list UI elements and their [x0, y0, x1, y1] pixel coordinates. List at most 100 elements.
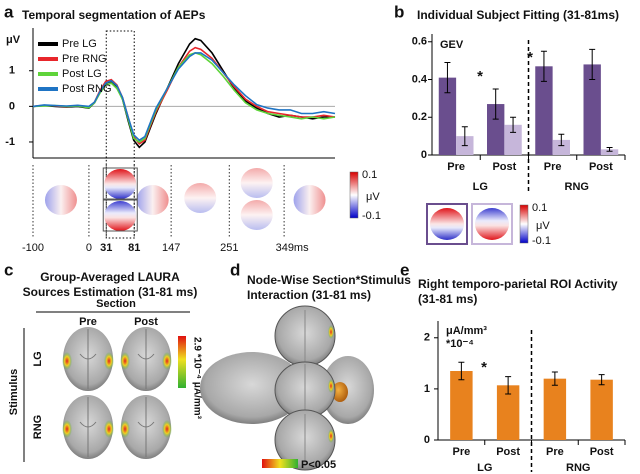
panel-title: Right temporo-parietal ROI Activity [418, 277, 618, 291]
panel-title: Individual Subject Fitting (31-81ms) [417, 8, 619, 22]
x-tick-label: 0 [86, 242, 92, 254]
colorbar-unit: μV [366, 191, 380, 203]
colorbar-label: 2.9 *10⁻⁴ μA/mm³ [191, 337, 202, 420]
legend-label: Post RNG [62, 83, 112, 95]
x-tick-label: Pre [447, 161, 465, 173]
error-bar [505, 376, 512, 395]
panel-letter: b [394, 2, 404, 21]
bar [504, 124, 522, 155]
y-tick-label: -1 [5, 136, 15, 148]
x-tick-label: -100 [22, 242, 44, 254]
column-label: Pre [79, 316, 97, 328]
topography-map [475, 208, 509, 240]
series-line [32, 52, 336, 143]
topography-map [104, 201, 137, 231]
series-line [32, 52, 336, 142]
error-bar [444, 62, 451, 94]
activation [62, 420, 72, 438]
topography-map [240, 200, 273, 230]
y-tick-label: 0 [9, 100, 15, 112]
bar [535, 66, 553, 155]
significance-mark: * [481, 359, 487, 376]
brain-lateral [200, 352, 304, 424]
y-axis-label: μV [6, 34, 21, 46]
y-tick-label: 0.4 [412, 73, 428, 85]
group-label: LG [477, 462, 492, 474]
bar [583, 64, 601, 155]
topography-map [44, 185, 77, 215]
x-tick-label: 251 [220, 242, 238, 254]
highlight-window [105, 30, 135, 239]
panel-letter: d [230, 260, 240, 279]
colorbar [178, 336, 186, 388]
error-bar [458, 361, 465, 381]
panel-letter: c [4, 260, 13, 279]
y-tick-label: 2 [424, 332, 430, 344]
activation [104, 352, 114, 370]
brain-detail [79, 329, 97, 389]
colorbar-unit: μV [536, 220, 550, 232]
panel-title: Temporal segmentation of AEPs [22, 8, 206, 22]
row-label: RNG [32, 415, 44, 439]
bar [552, 139, 570, 155]
rows-label: Stimulus [8, 369, 20, 415]
bar [487, 104, 505, 155]
colorbar [519, 204, 529, 244]
panel-title: Sources Estimation (31-81 ms) [23, 285, 198, 299]
error-bar [589, 48, 596, 81]
colorbar-max: 0.1 [532, 202, 547, 214]
x-tick-label: 147 [162, 242, 180, 254]
y-tick-label: 0 [421, 149, 427, 161]
bar [600, 149, 619, 155]
error-bar [540, 50, 547, 82]
colorbar-min: -0.1 [362, 210, 381, 222]
x-tick-label: Pre [453, 446, 471, 458]
brain-detail [79, 397, 97, 457]
topography-map [293, 185, 326, 215]
group-label: LG [473, 181, 488, 193]
activation [120, 352, 130, 370]
group-label: RNG [566, 462, 590, 474]
y-axis-label: GEV [440, 39, 464, 51]
panel-title: Group-Averaged LAURA [40, 270, 180, 284]
x-tick-label: 349ms [276, 242, 310, 254]
row-label: LG [32, 351, 44, 366]
x-tick-label: 31 [100, 242, 112, 254]
topography-map [184, 183, 217, 213]
error-bar [606, 146, 613, 152]
y-tick-label: 0.2 [412, 111, 427, 123]
activation [120, 420, 130, 438]
brain-detail [137, 329, 155, 389]
y-axis-label: *10⁻⁴ [446, 338, 474, 350]
activation [162, 352, 172, 370]
activation [332, 382, 348, 402]
x-tick-label: Post [590, 446, 614, 458]
error-bar [510, 116, 517, 133]
panel-title: (31-81 ms) [418, 292, 477, 306]
x-tick-label: Pre [544, 161, 562, 173]
columns-label: Section [96, 298, 136, 310]
y-tick-label: 1 [9, 65, 15, 77]
colorbar-min: -0.1 [532, 235, 551, 247]
colorbar [262, 459, 298, 468]
topography-map [104, 169, 137, 199]
error-bar [558, 133, 565, 147]
group-label: RNG [565, 181, 589, 193]
brain-lateral [322, 356, 374, 424]
error-bar [492, 88, 499, 120]
topography-map [240, 168, 273, 198]
legend-label: Pre RNG [62, 53, 107, 65]
bar [590, 379, 613, 440]
bar [438, 77, 457, 155]
x-tick-label: Post [589, 161, 613, 173]
x-tick-label: 81 [128, 242, 140, 254]
error-bar [461, 126, 468, 147]
activation [62, 352, 72, 370]
error-bar [598, 374, 605, 386]
colorbar-max: 0.1 [362, 169, 377, 181]
y-tick-label: 0 [424, 434, 430, 446]
panel-title: Node-Wise Section*Stimulus [247, 273, 411, 287]
x-tick-label: Post [492, 161, 516, 173]
bar [496, 385, 520, 440]
colorbar [349, 171, 359, 219]
